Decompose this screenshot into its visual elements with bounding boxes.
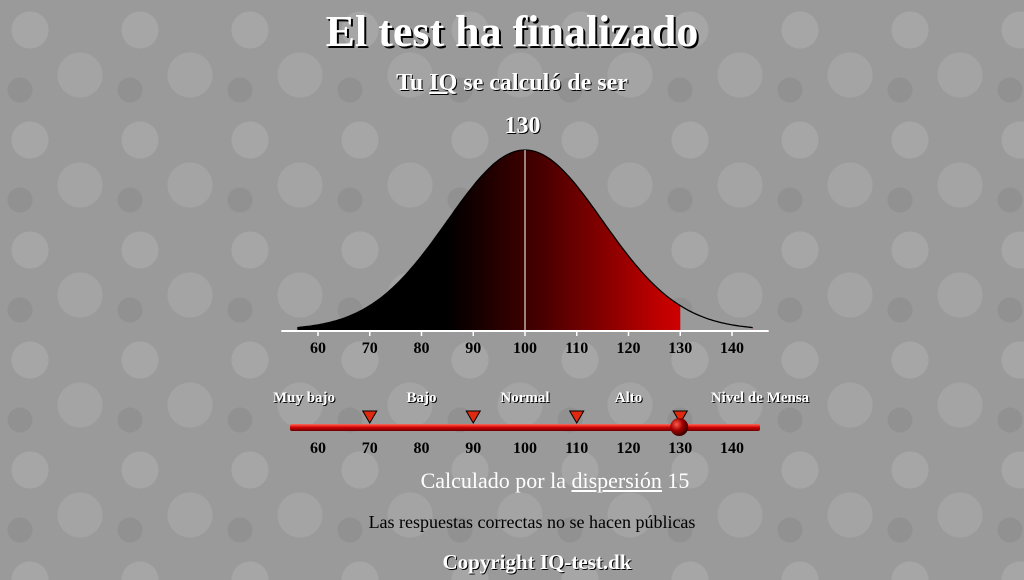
scale-category-label: Alto bbox=[614, 390, 643, 406]
scale-tick-label: 100 bbox=[513, 440, 537, 457]
iq-scale-bar bbox=[290, 424, 760, 431]
iq-link[interactable]: IQ bbox=[429, 70, 458, 96]
iq-indicator-ball bbox=[670, 418, 689, 436]
curve-tick-label: 140 bbox=[720, 340, 744, 357]
scale-category-label: Muy bajo bbox=[272, 390, 336, 406]
scale-tick-label: 110 bbox=[565, 440, 589, 457]
dispersion-link[interactable]: dispersión bbox=[571, 468, 662, 493]
scale-tick-label: 90 bbox=[465, 440, 482, 457]
curve-tick-label: 80 bbox=[413, 340, 430, 357]
dispersion-suffix: 15 bbox=[661, 468, 690, 493]
scale-tick-label: 140 bbox=[720, 440, 744, 457]
curve-tick-label: 100 bbox=[513, 340, 537, 357]
curve-tick-label: 110 bbox=[565, 340, 589, 357]
scale-tick-label: 60 bbox=[310, 440, 326, 457]
iq-score: 130 bbox=[504, 113, 541, 139]
curve-tick-label: 60 bbox=[310, 340, 326, 357]
scale-tick-label: 120 bbox=[616, 440, 641, 457]
curve-tick-label: 120 bbox=[616, 340, 641, 357]
scale-markers bbox=[361, 410, 689, 424]
subtitle-suffix: se calculó de ser bbox=[457, 70, 628, 96]
scale-marker-90 bbox=[465, 410, 482, 424]
curve-tick-marks bbox=[317, 331, 733, 336]
subtitle-prefix: Tu bbox=[396, 70, 430, 96]
scale-category-label: Normal bbox=[500, 390, 550, 406]
scale-marker-110 bbox=[568, 410, 585, 424]
iq-subtitle: Tu IQ se calculó de ser bbox=[0, 70, 1024, 97]
copyright-link[interactable]: Copyright IQ-test.dk bbox=[442, 550, 632, 574]
dispersion-text: Calculado por la dispersión 15 bbox=[0, 468, 1024, 494]
bell-curve-tail-area bbox=[680, 305, 753, 330]
curve-tick-label: 70 bbox=[361, 340, 378, 357]
scale-marker-130 bbox=[672, 410, 689, 424]
curve-tick-label: 90 bbox=[465, 340, 482, 357]
dispersion-prefix: Calculado por la bbox=[420, 468, 572, 493]
bell-curve-chart bbox=[281, 149, 769, 436]
curve-tick-label: 130 bbox=[668, 340, 693, 357]
scale-tick-label: 80 bbox=[413, 440, 430, 457]
page-title: El test ha finalizado bbox=[325, 7, 699, 56]
scale-category-label: Nivel de Mensa bbox=[710, 390, 810, 406]
answers-note: Las respuestas correctas no se hacen púb… bbox=[368, 512, 696, 532]
scale-marker-70 bbox=[361, 410, 378, 424]
scale-tick-label: 130 bbox=[668, 440, 693, 457]
scale-category-label: Bajo bbox=[406, 390, 437, 406]
scale-tick-label: 70 bbox=[361, 440, 378, 457]
